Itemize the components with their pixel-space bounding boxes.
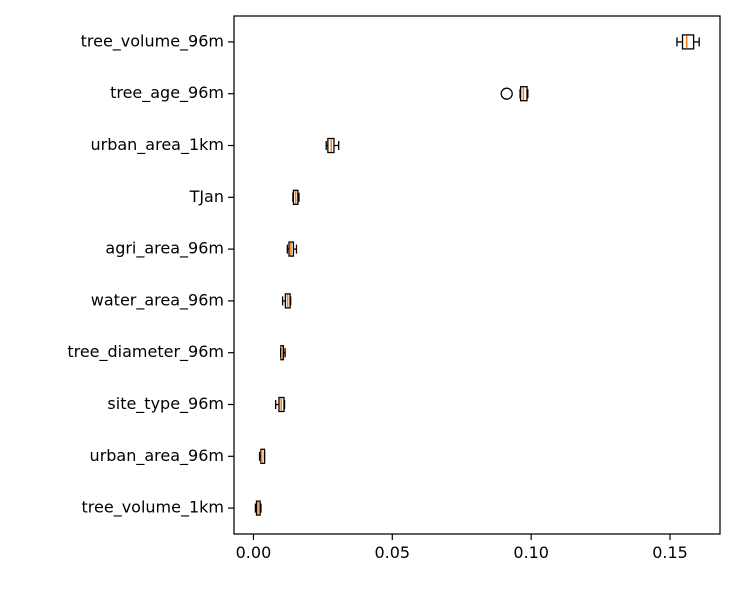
- box-iqr: [288, 241, 295, 257]
- box-group-tree_volume_1km: [254, 500, 262, 516]
- y-tick-label: tree_diameter_96m: [67, 342, 224, 362]
- y-tick-label: urban_area_96m: [90, 446, 224, 466]
- y-tick-label: tree_age_96m: [110, 83, 224, 103]
- box-iqr: [519, 86, 528, 102]
- x-tick-label: 0.15: [652, 543, 688, 562]
- box-iqr: [255, 500, 261, 516]
- x-axis: 0.00 0.05 0.10 0.15: [236, 534, 688, 562]
- box-group-tree_volume_96m: [676, 34, 700, 50]
- box-iqr: [292, 189, 299, 205]
- y-axis: tree_volume_96m tree_age_96m urban_area_1k…: [67, 31, 234, 518]
- y-tick-label: tree_volume_96m: [81, 31, 224, 51]
- box-group-tree_diameter_96m: [280, 345, 286, 361]
- box-iqr: [327, 137, 335, 154]
- y-tick-label: TJan: [189, 187, 224, 206]
- outlier-point: [500, 87, 513, 100]
- box-group-TJan: [292, 189, 300, 205]
- box-group-site_type_96m: [275, 396, 286, 413]
- plot-frame: [233, 15, 721, 535]
- y-tick-label: site_type_96m: [107, 394, 224, 414]
- box-iqr: [260, 448, 266, 464]
- y-tick-label: agri_area_96m: [105, 239, 224, 259]
- box-group-tree_age_96m: [500, 86, 529, 102]
- x-tick-label: 0.00: [236, 543, 272, 562]
- box-iqr: [278, 396, 285, 413]
- box-group-urban_area_1km: [325, 137, 340, 154]
- x-tick-label: 0.05: [374, 543, 410, 562]
- y-tick-label: urban_area_1km: [90, 135, 224, 155]
- box-iqr: [280, 345, 285, 361]
- box-group-urban_area_96m: [258, 448, 266, 464]
- box-iqr: [284, 293, 291, 309]
- y-tick-label: tree_volume_1km: [82, 498, 225, 518]
- box-group-agri_area_96m: [286, 241, 298, 257]
- box-group-water_area_96m: [281, 293, 292, 309]
- y-tick-label: water_area_96m: [91, 290, 224, 310]
- plot-marks: [254, 34, 700, 516]
- x-tick-label: 0.10: [513, 543, 549, 562]
- box-iqr: [681, 34, 695, 50]
